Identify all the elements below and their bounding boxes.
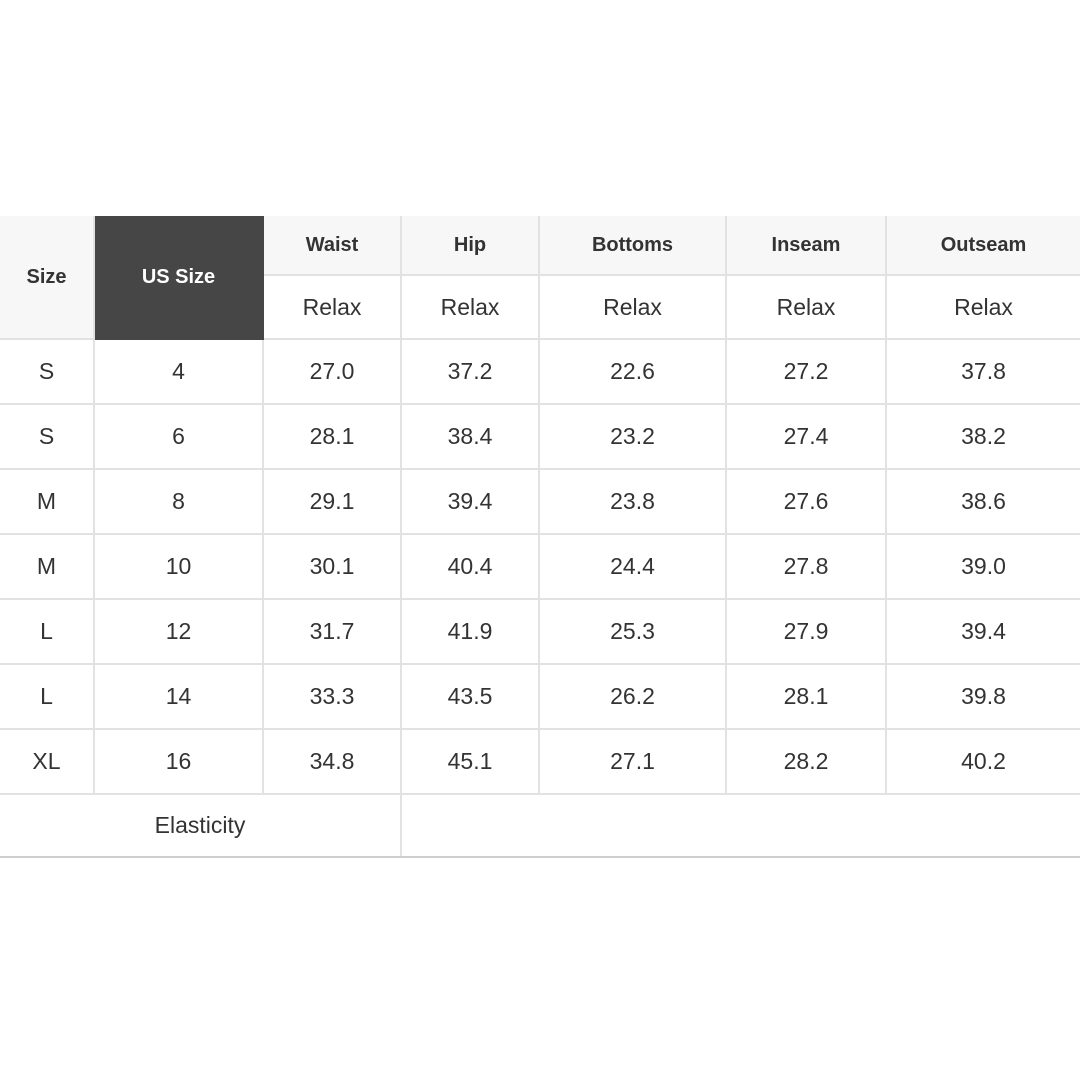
table-cell: 39.4	[400, 468, 540, 535]
table-cell: 31.7	[262, 598, 402, 665]
table-row: L 14 33.3 43.5 26.2 28.1 39.8	[0, 663, 1080, 730]
table-cell: 37.2	[400, 338, 540, 405]
table-row: XL 16 34.8 45.1 27.1 28.2 40.2	[0, 728, 1080, 795]
table-cell: 39.4	[885, 598, 1080, 665]
table-cell: 27.2	[725, 338, 887, 405]
table-row: L 12 31.7 41.9 25.3 27.9 39.4	[0, 598, 1080, 665]
table-cell: 27.0	[262, 338, 402, 405]
table-cell: L	[0, 663, 95, 730]
size-chart-table: Size US Size Waist Hip Bottoms Inseam Ou…	[0, 216, 1080, 858]
table-cell: 39.0	[885, 533, 1080, 600]
subheader-hip: Relax	[400, 274, 540, 340]
table-cell: 30.1	[262, 533, 402, 600]
table-cell: 27.8	[725, 533, 887, 600]
table-cell: 38.6	[885, 468, 1080, 535]
table-cell: 24.4	[538, 533, 727, 600]
header-inseam: Inseam	[725, 216, 887, 276]
table-cell: 38.4	[400, 403, 540, 470]
table-cell: XL	[0, 728, 95, 795]
table-cell: 39.8	[885, 663, 1080, 730]
header-hip: Hip	[400, 216, 540, 276]
table-cell: 10	[93, 533, 264, 600]
table-cell: 6	[93, 403, 264, 470]
subheader-waist: Relax	[263, 274, 402, 340]
table-cell: 38.2	[885, 403, 1080, 470]
subheader-outseam: Relax	[885, 274, 1080, 340]
table-row: M 10 30.1 40.4 24.4 27.8 39.0	[0, 533, 1080, 600]
table-cell: S	[0, 403, 95, 470]
header-size: Size	[0, 216, 95, 340]
table-cell: 33.3	[262, 663, 402, 730]
table-cell: 27.1	[538, 728, 727, 795]
elasticity-value	[400, 793, 1080, 858]
table-cell: 25.3	[538, 598, 727, 665]
header-bottoms: Bottoms	[538, 216, 727, 276]
table-cell: 23.2	[538, 403, 727, 470]
table-cell: 37.8	[885, 338, 1080, 405]
table-cell: 27.6	[725, 468, 887, 535]
subheader-bottoms: Relax	[538, 274, 727, 340]
table-cell: 4	[93, 338, 264, 405]
table-cell: 23.8	[538, 468, 727, 535]
header-outseam: Outseam	[885, 216, 1080, 276]
table-cell: 28.2	[725, 728, 887, 795]
table-cell: 43.5	[400, 663, 540, 730]
header-waist: Waist	[262, 216, 402, 276]
elasticity-row: Elasticity	[0, 793, 1080, 858]
table-row: M 8 29.1 39.4 23.8 27.6 38.6	[0, 468, 1080, 535]
elasticity-label: Elasticity	[0, 793, 402, 858]
table-cell: 27.9	[725, 598, 887, 665]
table-cell: 40.4	[400, 533, 540, 600]
table-cell: 8	[93, 468, 264, 535]
subheader-inseam: Relax	[725, 274, 887, 340]
table-cell: 29.1	[262, 468, 402, 535]
table-cell: 14	[93, 663, 264, 730]
table-cell: 26.2	[538, 663, 727, 730]
table-cell: 16	[93, 728, 264, 795]
table-cell: 41.9	[400, 598, 540, 665]
table-cell: M	[0, 533, 95, 600]
table-cell: 22.6	[538, 338, 727, 405]
table-row: S 4 27.0 37.2 22.6 27.2 37.8	[0, 338, 1080, 405]
table-row: S 6 28.1 38.4 23.2 27.4 38.2	[0, 403, 1080, 470]
table-cell: 27.4	[725, 403, 887, 470]
table-cell: 12	[93, 598, 264, 665]
table-cell: 28.1	[262, 403, 402, 470]
table-cell: 45.1	[400, 728, 540, 795]
table-cell: 28.1	[725, 663, 887, 730]
table-cell: M	[0, 468, 95, 535]
table-cell: S	[0, 338, 95, 405]
table-cell: L	[0, 598, 95, 665]
table-cell: 40.2	[885, 728, 1080, 795]
header-us-size: US Size	[93, 216, 264, 340]
table-cell: 34.8	[262, 728, 402, 795]
